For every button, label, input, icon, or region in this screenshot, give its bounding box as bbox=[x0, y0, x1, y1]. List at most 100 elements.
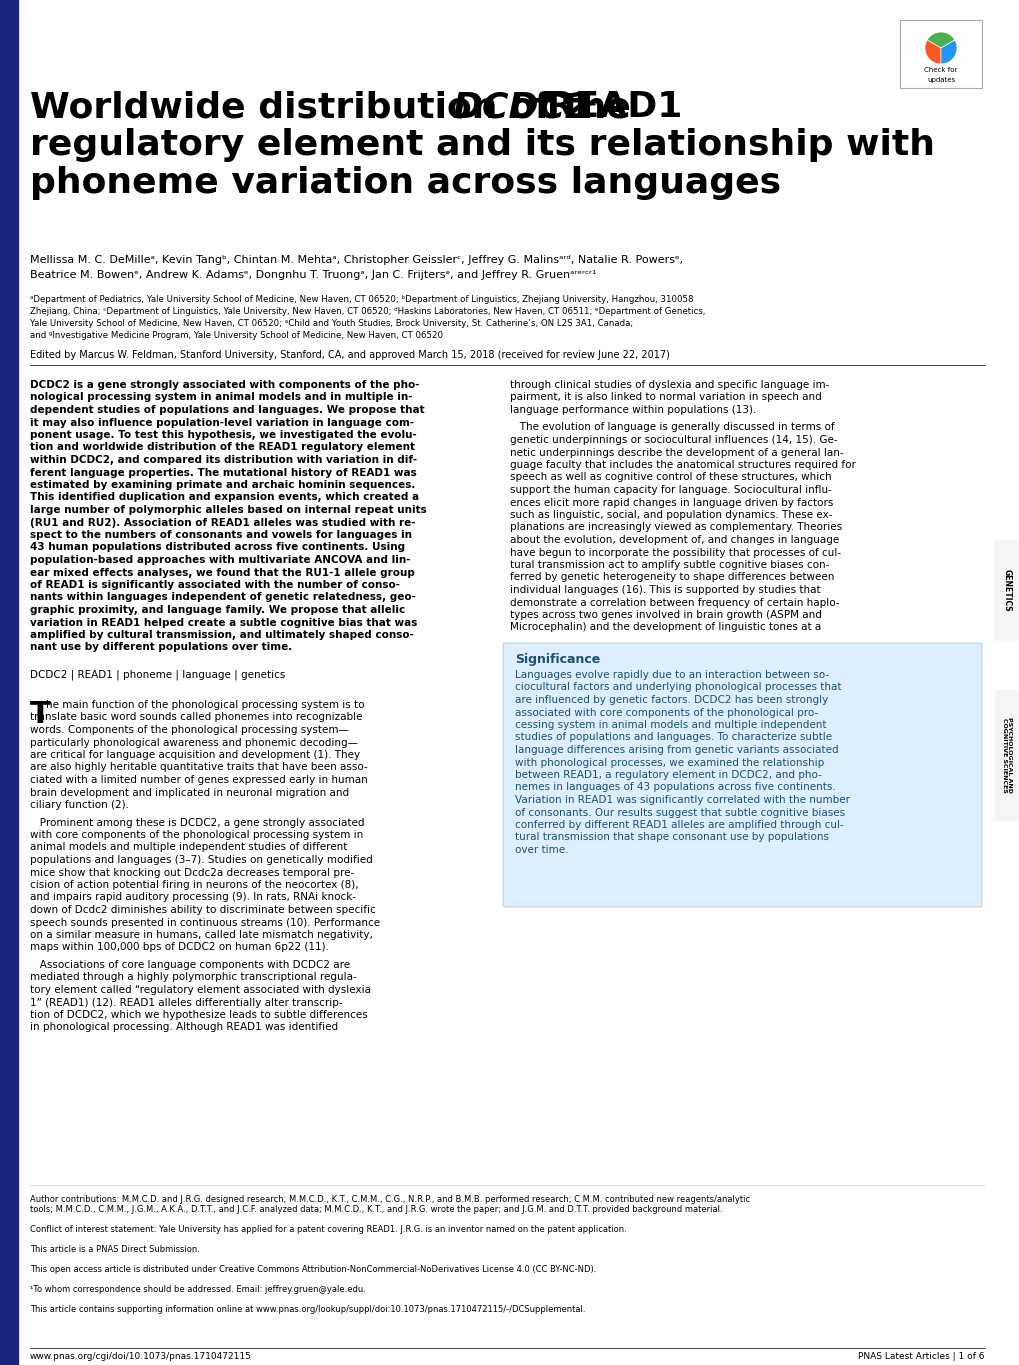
Text: ciated with a limited number of genes expressed early in human: ciated with a limited number of genes ex… bbox=[30, 775, 368, 785]
Text: cision of action potential firing in neurons of the neocortex (8),: cision of action potential firing in neu… bbox=[30, 880, 359, 890]
Text: pairment, it is also linked to normal variation in speech and: pairment, it is also linked to normal va… bbox=[510, 393, 821, 403]
Text: Author contributions: M.M.C.D. and J.R.G. designed research; M.M.C.D., K.T., C.M: Author contributions: M.M.C.D. and J.R.G… bbox=[30, 1194, 749, 1204]
Text: language performance within populations (13).: language performance within populations … bbox=[510, 405, 756, 415]
Text: planations are increasingly viewed as complementary. Theories: planations are increasingly viewed as co… bbox=[510, 523, 842, 532]
Text: ences elicit more rapid changes in language driven by factors: ences elicit more rapid changes in langu… bbox=[510, 497, 833, 508]
Text: of consonants. Our results suggest that subtle cognitive biases: of consonants. Our results suggest that … bbox=[515, 808, 845, 818]
Text: ᵃDepartment of Pediatrics, Yale University School of Medicine, New Haven, CT 065: ᵃDepartment of Pediatrics, Yale Universi… bbox=[30, 295, 693, 304]
Text: mice show that knocking out Dcdc2a decreases temporal pre-: mice show that knocking out Dcdc2a decre… bbox=[30, 868, 354, 878]
Text: Edited by Marcus W. Feldman, Stanford University, Stanford, CA, and approved Mar: Edited by Marcus W. Feldman, Stanford Un… bbox=[30, 349, 669, 360]
Text: cessing system in animal models and multiple independent: cessing system in animal models and mult… bbox=[515, 719, 825, 730]
Text: conferred by different READ1 alleles are amplified through cul-: conferred by different READ1 alleles are… bbox=[515, 820, 843, 830]
Text: are also highly heritable quantitative traits that have been asso-: are also highly heritable quantitative t… bbox=[30, 763, 368, 773]
Text: www.pnas.org/cgi/doi/10.1073/pnas.1710472115: www.pnas.org/cgi/doi/10.1073/pnas.171047… bbox=[30, 1351, 252, 1361]
Text: such as linguistic, social, and population dynamics. These ex-: such as linguistic, social, and populati… bbox=[510, 511, 832, 520]
Text: Worldwide distribution of the: Worldwide distribution of the bbox=[30, 90, 643, 124]
Text: PNAS: PNAS bbox=[2, 631, 15, 669]
Text: populations and languages (3–7). Studies on genetically modified: populations and languages (3–7). Studies… bbox=[30, 854, 372, 865]
Text: Check for: Check for bbox=[923, 67, 957, 72]
Text: Associations of core language components with DCDC2 are: Associations of core language components… bbox=[30, 960, 350, 971]
Text: are influenced by genetic factors. DCDC2 has been strongly: are influenced by genetic factors. DCDC2… bbox=[515, 695, 827, 704]
Text: spect to the numbers of consonants and vowels for languages in: spect to the numbers of consonants and v… bbox=[30, 530, 412, 541]
Text: Microcephalin) and the development of linguistic tones at a: Microcephalin) and the development of li… bbox=[510, 622, 820, 632]
Text: amplified by cultural transmission, and ultimately shaped conso-: amplified by cultural transmission, and … bbox=[30, 631, 414, 640]
Text: ferred by genetic heterogeneity to shape differences between: ferred by genetic heterogeneity to shape… bbox=[510, 572, 834, 583]
Text: particularly phonological awareness and phonemic decoding—: particularly phonological awareness and … bbox=[30, 737, 358, 748]
Text: and ᵍInvestigative Medicine Program, Yale University School of Medicine, New Hav: and ᵍInvestigative Medicine Program, Yal… bbox=[30, 330, 442, 340]
Bar bbox=[994, 541, 1019, 640]
Text: ciocultural factors and underlying phonological processes that: ciocultural factors and underlying phono… bbox=[515, 682, 841, 692]
Text: between READ1, a regulatory element in DCDC2, and pho-: between READ1, a regulatory element in D… bbox=[515, 770, 821, 779]
Text: Zhejiang, China; ᶜDepartment of Linguistics, Yale University, New Haven, CT 0652: Zhejiang, China; ᶜDepartment of Linguist… bbox=[30, 307, 705, 317]
Text: nemes in languages of 43 populations across five continents.: nemes in languages of 43 populations acr… bbox=[515, 782, 835, 793]
Text: 43 human populations distributed across five continents. Using: 43 human populations distributed across … bbox=[30, 542, 405, 553]
Text: dependent studies of populations and languages. We propose that: dependent studies of populations and lan… bbox=[30, 405, 424, 415]
Text: he main function of the phonological processing system is to: he main function of the phonological pro… bbox=[46, 700, 364, 710]
Text: Conflict of interest statement: Yale University has applied for a patent coverin: Conflict of interest statement: Yale Uni… bbox=[30, 1224, 626, 1234]
Text: on a similar measure in humans, called late mismatch negativity,: on a similar measure in humans, called l… bbox=[30, 930, 373, 940]
Text: associated with core components of the phonological pro-: associated with core components of the p… bbox=[515, 707, 817, 718]
Text: tural transmission that shape consonant use by populations: tural transmission that shape consonant … bbox=[515, 833, 828, 842]
Text: nological processing system in animal models and in multiple in-: nological processing system in animal mo… bbox=[30, 393, 412, 403]
Text: estimated by examining primate and archaic hominin sequences.: estimated by examining primate and archa… bbox=[30, 480, 415, 490]
Text: 1” (READ1) (12). READ1 alleles differentially alter transcrip-: 1” (READ1) (12). READ1 alleles different… bbox=[30, 998, 342, 1007]
Text: words. Components of the phonological processing system—: words. Components of the phonological pr… bbox=[30, 725, 348, 734]
Text: PSYCHOLOGICAL AND
COGNITIVE SCIENCES: PSYCHOLOGICAL AND COGNITIVE SCIENCES bbox=[1001, 717, 1012, 793]
Text: maps within 100,000 bps of DCDC2 on human 6p22 (11).: maps within 100,000 bps of DCDC2 on huma… bbox=[30, 942, 329, 953]
Text: are critical for language acquisition and development (1). They: are critical for language acquisition an… bbox=[30, 749, 360, 760]
Text: netic underpinnings describe the development of a general lan-: netic underpinnings describe the develop… bbox=[510, 448, 843, 457]
Text: large number of polymorphic alleles based on internal repeat units: large number of polymorphic alleles base… bbox=[30, 505, 426, 515]
Text: regulatory element and its relationship with: regulatory element and its relationship … bbox=[30, 128, 934, 162]
Text: Yale University School of Medicine, New Haven, CT 06520; ᵊChild and Youth Studie: Yale University School of Medicine, New … bbox=[30, 319, 633, 328]
Text: tion of DCDC2, which we hypothesize leads to subtle differences: tion of DCDC2, which we hypothesize lead… bbox=[30, 1010, 368, 1020]
Text: mediated through a highly polymorphic transcriptional regula-: mediated through a highly polymorphic tr… bbox=[30, 972, 357, 983]
Text: brain development and implicated in neuronal migration and: brain development and implicated in neur… bbox=[30, 788, 348, 797]
Text: updates: updates bbox=[926, 76, 954, 83]
Text: PNAS Latest Articles | 1 of 6: PNAS Latest Articles | 1 of 6 bbox=[858, 1351, 984, 1361]
Text: speech sounds presented in continuous streams (10). Performance: speech sounds presented in continuous st… bbox=[30, 917, 380, 927]
Text: ferent language properties. The mutational history of READ1 was: ferent language properties. The mutation… bbox=[30, 467, 417, 478]
Text: genetic underpinnings or sociocultural influences (14, 15). Ge-: genetic underpinnings or sociocultural i… bbox=[510, 435, 837, 445]
Text: This article contains supporting information online at www.pnas.org/lookup/suppl: This article contains supporting informa… bbox=[30, 1305, 585, 1314]
Text: This article is a PNAS Direct Submission.: This article is a PNAS Direct Submission… bbox=[30, 1245, 200, 1254]
Wedge shape bbox=[924, 40, 941, 64]
Text: studies of populations and languages. To characterize subtle: studies of populations and languages. To… bbox=[515, 733, 832, 743]
Text: nant use by different populations over time.: nant use by different populations over t… bbox=[30, 643, 292, 652]
Text: and impairs rapid auditory processing (9). In rats, RNAi knock-: and impairs rapid auditory processing (9… bbox=[30, 893, 356, 902]
Text: Prominent among these is DCDC2, a gene strongly associated: Prominent among these is DCDC2, a gene s… bbox=[30, 818, 364, 827]
Text: (RU1 and RU2). Association of READ1 alleles was studied with re-: (RU1 and RU2). Association of READ1 alle… bbox=[30, 517, 415, 527]
Text: down of Dcdc2 diminishes ability to discriminate between specific: down of Dcdc2 diminishes ability to disc… bbox=[30, 905, 375, 915]
Text: DCDC2 | READ1 | phoneme | language | genetics: DCDC2 | READ1 | phoneme | language | gen… bbox=[30, 670, 285, 681]
Text: DCDC2 is a gene strongly associated with components of the pho-: DCDC2 is a gene strongly associated with… bbox=[30, 379, 419, 390]
Bar bbox=[0, 0, 18, 1365]
Wedge shape bbox=[926, 31, 954, 48]
Text: tory element called “regulatory element associated with dyslexia: tory element called “regulatory element … bbox=[30, 986, 371, 995]
Bar bbox=[994, 689, 1019, 820]
Text: demonstrate a correlation between frequency of certain haplo-: demonstrate a correlation between freque… bbox=[510, 598, 839, 607]
Text: ¹To whom correspondence should be addressed. Email: jeffrey.gruen@yale.edu.: ¹To whom correspondence should be addres… bbox=[30, 1284, 366, 1294]
Text: guage faculty that includes the anatomical structures required for: guage faculty that includes the anatomic… bbox=[510, 460, 855, 470]
Text: tools; M.M.C.D., C.M.M., J.G.M., A.K.A., D.T.T., and J.C.F. analyzed data; M.M.C: tools; M.M.C.D., C.M.M., J.G.M., A.K.A.,… bbox=[30, 1205, 721, 1213]
Text: graphic proximity, and language family. We propose that allelic: graphic proximity, and language family. … bbox=[30, 605, 405, 616]
Text: DCDC2: DCDC2 bbox=[451, 90, 590, 124]
Text: T: T bbox=[30, 700, 51, 729]
Text: population-based approaches with multivariate ANCOVA and lin-: population-based approaches with multiva… bbox=[30, 556, 410, 565]
Text: Languages evolve rapidly due to an interaction between so-: Languages evolve rapidly due to an inter… bbox=[515, 670, 828, 680]
Text: tural transmission act to amplify subtle cognitive biases con-: tural transmission act to amplify subtle… bbox=[510, 560, 828, 571]
Text: in phonological processing. Although READ1 was identified: in phonological processing. Although REA… bbox=[30, 1022, 337, 1032]
Text: animal models and multiple independent studies of different: animal models and multiple independent s… bbox=[30, 842, 347, 853]
Text: over time.: over time. bbox=[515, 845, 568, 854]
Text: phoneme variation across languages: phoneme variation across languages bbox=[30, 167, 781, 201]
Text: with phonological processes, we examined the relationship: with phonological processes, we examined… bbox=[515, 758, 823, 767]
Text: language differences arising from genetic variants associated: language differences arising from geneti… bbox=[515, 745, 838, 755]
Text: Significance: Significance bbox=[515, 652, 599, 666]
Text: ponent usage. To test this hypothesis, we investigated the evolu-: ponent usage. To test this hypothesis, w… bbox=[30, 430, 417, 440]
Text: speech as well as cognitive control of these structures, which: speech as well as cognitive control of t… bbox=[510, 472, 830, 482]
Text: of READ1 is significantly associated with the number of conso-: of READ1 is significantly associated wit… bbox=[30, 580, 399, 590]
Text: individual languages (16). This is supported by studies that: individual languages (16). This is suppo… bbox=[510, 586, 820, 595]
Text: about the evolution, development of, and changes in language: about the evolution, development of, and… bbox=[510, 535, 839, 545]
Text: within DCDC2, and compared its distribution with variation in dif-: within DCDC2, and compared its distribut… bbox=[30, 455, 417, 465]
Text: tion and worldwide distribution of the READ1 regulatory element: tion and worldwide distribution of the R… bbox=[30, 442, 415, 453]
Text: support the human capacity for language. Sociocultural influ-: support the human capacity for language.… bbox=[510, 485, 832, 495]
Text: READ1: READ1 bbox=[534, 90, 682, 124]
